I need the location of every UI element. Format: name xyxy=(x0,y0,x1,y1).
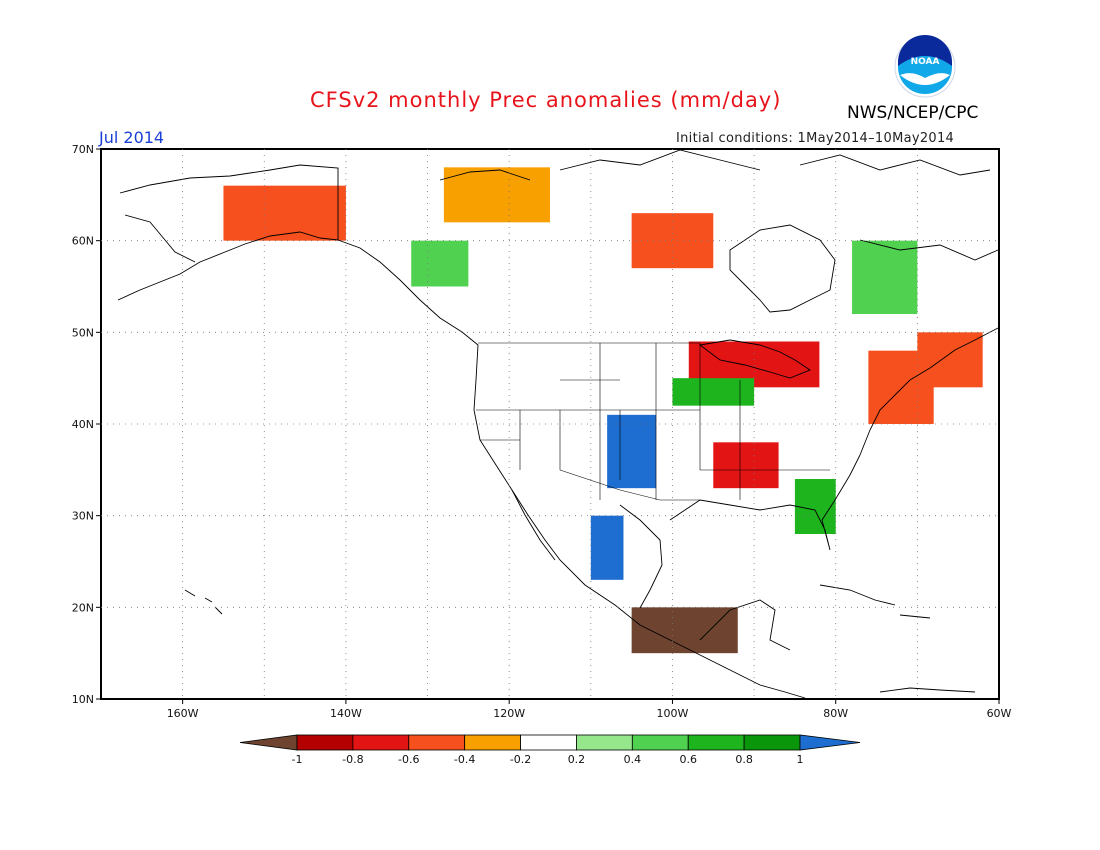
legend-tick-label: -0.2 xyxy=(510,753,531,766)
legend-swatch xyxy=(464,734,521,751)
figure-title: CFSv2 monthly Prec anomalies (mm/day) xyxy=(310,88,782,112)
legend-tick-label: 0.2 xyxy=(568,753,586,766)
lat-tick-label: 10N xyxy=(72,693,94,706)
legend-tick-label: -1 xyxy=(292,753,303,766)
anomaly-region-5 xyxy=(607,414,657,489)
anomaly-region-2 xyxy=(631,213,714,269)
legend-tick-label: 0.6 xyxy=(679,753,697,766)
anomaly-region-10 xyxy=(631,607,738,654)
color-legend: -1 -0.8 -0.6 -0.4 -0.2 0.2 0.4 0.6 0.8 1 xyxy=(239,734,861,766)
organization-label: NWS/NCEP/CPC xyxy=(847,103,979,123)
legend-arrow-low xyxy=(239,734,298,751)
anomaly-region-6 xyxy=(672,378,755,406)
anomaly-region-7 xyxy=(713,442,779,489)
anomaly-region-3 xyxy=(411,240,469,287)
legend-swatch xyxy=(296,734,354,751)
axis-tick-labels: 160W 140W 120W 100W 80W 60W 70N 60N 50N 40N 30N 20N… xyxy=(72,143,1012,720)
lon-tick-label: 80W xyxy=(823,707,848,720)
lat-tick-label: 30N xyxy=(72,510,94,523)
lat-tick-label: 40N xyxy=(72,418,94,431)
lon-tick-label: 140W xyxy=(330,707,362,720)
legend-swatch xyxy=(743,734,801,751)
anomaly-region-8 xyxy=(794,479,836,534)
lat-tick-label: 20N xyxy=(72,601,94,614)
anomaly-field xyxy=(223,167,983,654)
noaa-logo: NOAA xyxy=(894,35,956,98)
legend-swatch xyxy=(520,734,577,751)
legend-tick-label: -0.6 xyxy=(398,753,419,766)
political-borders xyxy=(476,342,830,501)
lon-tick-label: 160W xyxy=(167,707,199,720)
lon-tick-label: 100W xyxy=(657,707,689,720)
lon-tick-label: 120W xyxy=(493,707,525,720)
legend-tick-label: 0.8 xyxy=(735,753,753,766)
anomaly-region-0 xyxy=(223,185,346,241)
noaa-logo-text: NOAA xyxy=(911,57,940,67)
legend-swatch xyxy=(352,734,410,751)
legend-swatch xyxy=(408,734,466,751)
legend-tick-label: -0.8 xyxy=(342,753,363,766)
legend-swatch xyxy=(687,734,745,751)
legend-arrow-high xyxy=(799,734,861,751)
legend-tick-label: -0.4 xyxy=(454,753,475,766)
lat-tick-label: 60N xyxy=(72,235,94,248)
legend-tick-label: 1 xyxy=(797,753,804,766)
initial-conditions-label: Initial conditions: 1May2014–10May2014 xyxy=(676,131,955,146)
anomaly-region-13 xyxy=(852,240,918,314)
lon-tick-label: 60W xyxy=(987,707,1012,720)
forecast-month-label: Jul 2014 xyxy=(99,128,165,147)
legend-swatch xyxy=(576,734,633,751)
anomaly-region-1 xyxy=(443,167,550,223)
anomaly-region-9 xyxy=(590,515,624,580)
legend-swatch xyxy=(631,734,689,751)
legend-tick-label: 0.4 xyxy=(624,753,642,766)
lat-tick-label: 50N xyxy=(72,326,94,339)
lat-tick-label: 70N xyxy=(72,143,94,156)
coastlines xyxy=(117,149,999,699)
